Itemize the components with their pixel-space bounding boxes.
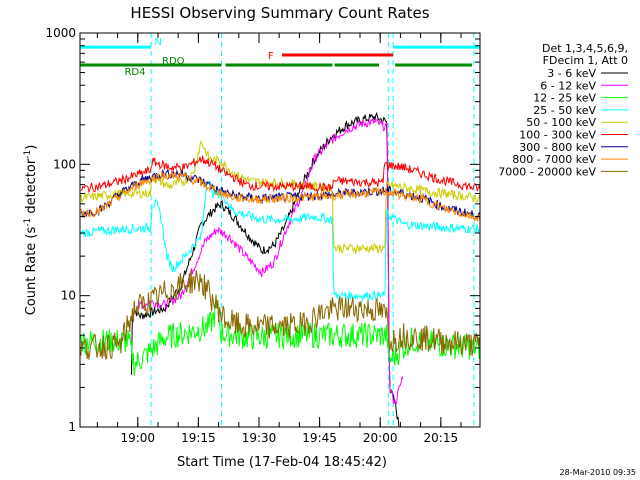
plot-frame xyxy=(79,32,481,428)
legend-label: 3 - 6 keV xyxy=(547,67,596,80)
legend-label: 25 - 50 keV xyxy=(533,104,596,117)
x-axis: 19:00 19:15 19:30 19:45 20:00 20:15 xyxy=(96,33,462,445)
legend-label: 100 - 300 keV xyxy=(519,129,596,142)
flag-label: N xyxy=(154,37,161,48)
timestamp: 28-Mar-2010 09:35 xyxy=(560,468,637,477)
x-tick-label: 19:45 xyxy=(302,431,337,445)
series-line xyxy=(80,180,480,302)
x-tick-label: 20:15 xyxy=(424,431,459,445)
flag-label: RD4 xyxy=(124,67,145,78)
series-line xyxy=(80,169,480,221)
boundary-lines xyxy=(80,33,475,427)
flag-bars: N F RDO RD4 xyxy=(80,37,480,78)
y-tick-label: 100 xyxy=(53,157,76,171)
y-label-sup2: -1 xyxy=(23,150,33,159)
legend-label: 12 - 25 keV xyxy=(533,92,596,105)
legend-header-1: Det 1,3,4,5,6,9, xyxy=(542,42,628,55)
x-axis-label: Start Time (17-Feb-04 18:45:42) xyxy=(177,455,387,470)
y-tick-label: 10 xyxy=(61,289,76,303)
y-tick-label: 1 xyxy=(68,420,76,434)
legend-label: 300 - 800 keV xyxy=(519,141,596,154)
y-label-sup1: -1 xyxy=(23,218,33,227)
series-line xyxy=(80,299,480,376)
y-axis: 1 10 100 1000 xyxy=(45,26,480,434)
series-line xyxy=(80,169,480,222)
x-tick-label: 19:30 xyxy=(242,431,277,445)
x-tick-label: 19:15 xyxy=(181,431,216,445)
series-line xyxy=(80,155,480,194)
legend-label: 6 - 12 keV xyxy=(540,79,596,92)
data-series xyxy=(80,111,480,427)
flag-label: RDO xyxy=(162,56,185,67)
y-label-mid: detector xyxy=(24,158,39,218)
y-axis-label: Count Rate (s-1 detector-1) xyxy=(23,145,39,316)
chart-title: HESSI Observing Summary Count Rates xyxy=(130,4,429,22)
x-tick-label: 19:00 xyxy=(120,431,155,445)
x-tick-label: 20:00 xyxy=(363,431,398,445)
series-line xyxy=(135,117,404,405)
series-line xyxy=(130,111,400,427)
y-label-main: Count Rate (s xyxy=(24,227,39,316)
y-label-end: ) xyxy=(24,145,39,150)
y-tick-label: 1000 xyxy=(45,26,76,40)
legend-label: 50 - 100 keV xyxy=(526,116,596,129)
flag-label: F xyxy=(268,51,274,62)
legend-label: 7000 - 20000 keV xyxy=(498,165,596,178)
legend-header-2: FDecim 1, Att 0 xyxy=(543,54,628,67)
series-line xyxy=(80,270,480,360)
legend-label: 800 - 7000 keV xyxy=(512,153,596,166)
